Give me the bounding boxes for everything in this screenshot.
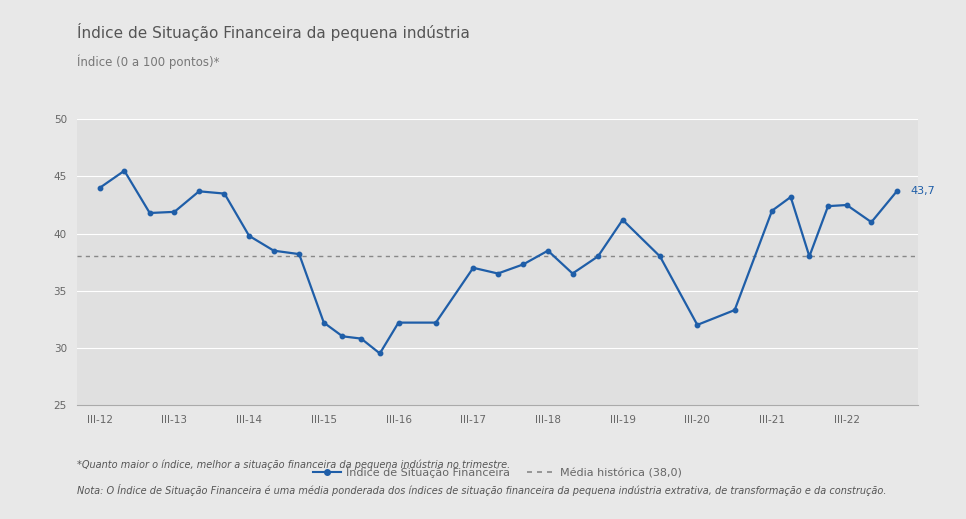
Text: Índice de Situação Financeira da pequena indústria: Índice de Situação Financeira da pequena… bbox=[77, 23, 470, 42]
Text: Índice (0 a 100 pontos)*: Índice (0 a 100 pontos)* bbox=[77, 54, 220, 69]
Legend: Índice de Situação Financeira, Média histórica (38,0): Índice de Situação Financeira, Média his… bbox=[308, 462, 687, 483]
Text: *Quanto maior o índice, melhor a situação financeira da pequena indústria no tri: *Quanto maior o índice, melhor a situaçã… bbox=[77, 459, 510, 470]
Text: Nota: O Índice de Situação Financeira é uma média ponderada dos índices de situa: Nota: O Índice de Situação Financeira é … bbox=[77, 484, 887, 496]
Text: 43,7: 43,7 bbox=[910, 186, 935, 196]
